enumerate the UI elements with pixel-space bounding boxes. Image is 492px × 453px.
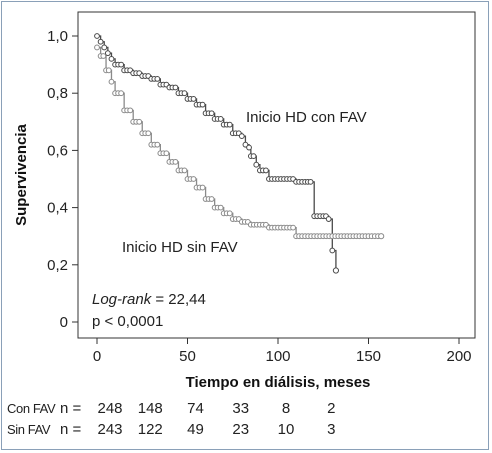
censor-mark xyxy=(190,96,197,102)
censor-mark xyxy=(378,233,385,240)
logrank-annotation: Log-rank = 22,44 xyxy=(92,291,206,308)
censor-mark xyxy=(190,176,197,182)
censor-mark xyxy=(217,116,224,122)
censor-mark xyxy=(108,78,115,85)
risk-row-label: Con FAV xyxy=(7,401,56,416)
x-tick-label: 50 xyxy=(179,348,196,365)
censor-mark xyxy=(325,216,332,222)
censor-mark xyxy=(263,167,269,174)
risk-value: 8 xyxy=(282,400,290,417)
plot-area xyxy=(77,11,476,339)
x-tick-label: 0 xyxy=(93,348,101,365)
censor-mark xyxy=(100,53,107,59)
censor-mark xyxy=(290,224,296,231)
risk-value: 33 xyxy=(232,400,249,417)
censor-mark xyxy=(154,76,161,82)
risk-value: 243 xyxy=(97,421,122,438)
y-tick-label: 0 xyxy=(60,314,68,331)
censor-mark xyxy=(145,130,152,137)
risk-value: 2 xyxy=(327,400,335,417)
risk-table: Con FAV n = 248 148 74 33 8 2 Sin FAV n = 243 122 49… xyxy=(7,400,335,438)
risk-value: 74 xyxy=(187,400,204,417)
censor-mark xyxy=(199,101,206,108)
y-axis-title: Supervivencia xyxy=(13,123,30,225)
risk-value: 49 xyxy=(187,421,204,438)
censor-mark xyxy=(136,118,143,125)
censor-mark xyxy=(242,141,249,148)
series-label-sin-fav: Inicio HD sin FAV xyxy=(122,239,238,256)
y-tick-label: 0,8 xyxy=(47,85,68,102)
censor-mark xyxy=(208,110,215,117)
x-tick-label: 200 xyxy=(446,348,471,365)
censor-mark xyxy=(101,44,108,51)
censor-mark xyxy=(238,133,245,140)
risk-value: 148 xyxy=(138,400,163,417)
censor-mark xyxy=(118,90,125,97)
risk-row-prefix: n = xyxy=(60,421,82,438)
logrank-label: Log-rank xyxy=(92,291,153,308)
x-axis-ticks: 0 50 100 150 200 xyxy=(93,338,472,365)
censor-mark xyxy=(307,178,314,185)
y-tick-label: 0,6 xyxy=(47,142,68,159)
censor-mark xyxy=(329,247,336,254)
censor-mark xyxy=(105,67,112,74)
censor-mark xyxy=(97,38,104,45)
censor-mark xyxy=(226,210,233,217)
censor-mark xyxy=(118,61,125,68)
censor-mark xyxy=(250,153,257,160)
censor-mark xyxy=(108,55,115,62)
censor-mark xyxy=(163,150,170,157)
pvalue-annotation: p < 0,0001 xyxy=(92,313,163,330)
censor-mark xyxy=(127,107,134,114)
censor-mark xyxy=(172,84,179,91)
censor-mark xyxy=(226,121,233,128)
risk-value: 3 xyxy=(327,421,335,438)
x-axis-title: Tiempo en diálisis, meses xyxy=(186,374,371,391)
risk-value: 10 xyxy=(278,421,295,438)
censor-mark xyxy=(253,161,260,168)
censor-mark xyxy=(246,144,252,151)
censor-mark xyxy=(217,204,224,211)
logrank-value: = 22,44 xyxy=(151,291,206,308)
censor-mark xyxy=(94,44,100,51)
risk-value: 248 xyxy=(97,400,122,417)
y-tick-label: 0,2 xyxy=(47,257,68,274)
censor-mark xyxy=(154,141,161,148)
risk-value: 122 xyxy=(138,421,163,438)
x-tick-label: 150 xyxy=(356,348,381,365)
risk-row-label: Sin FAV xyxy=(7,422,51,437)
y-tick-label: 0,4 xyxy=(47,200,68,217)
series-label-con-fav: Inicio HD con FAV xyxy=(246,109,367,126)
censor-mark xyxy=(104,50,111,57)
censor-mark xyxy=(172,158,179,165)
y-tick-label: 1,0 xyxy=(47,28,68,45)
censor-mark xyxy=(181,167,188,174)
risk-row-prefix: n = xyxy=(60,400,82,417)
x-tick-label: 100 xyxy=(265,348,290,365)
censor-mark xyxy=(181,90,188,97)
series-layer xyxy=(94,33,385,274)
censor-mark xyxy=(94,33,100,39)
censor-mark xyxy=(332,267,340,274)
risk-value: 23 xyxy=(232,421,249,438)
y-axis-ticks: 0 0,2 0,4 0,6 0,8 1,0 xyxy=(47,28,78,331)
censor-mark xyxy=(208,196,215,202)
censor-mark xyxy=(199,184,206,191)
